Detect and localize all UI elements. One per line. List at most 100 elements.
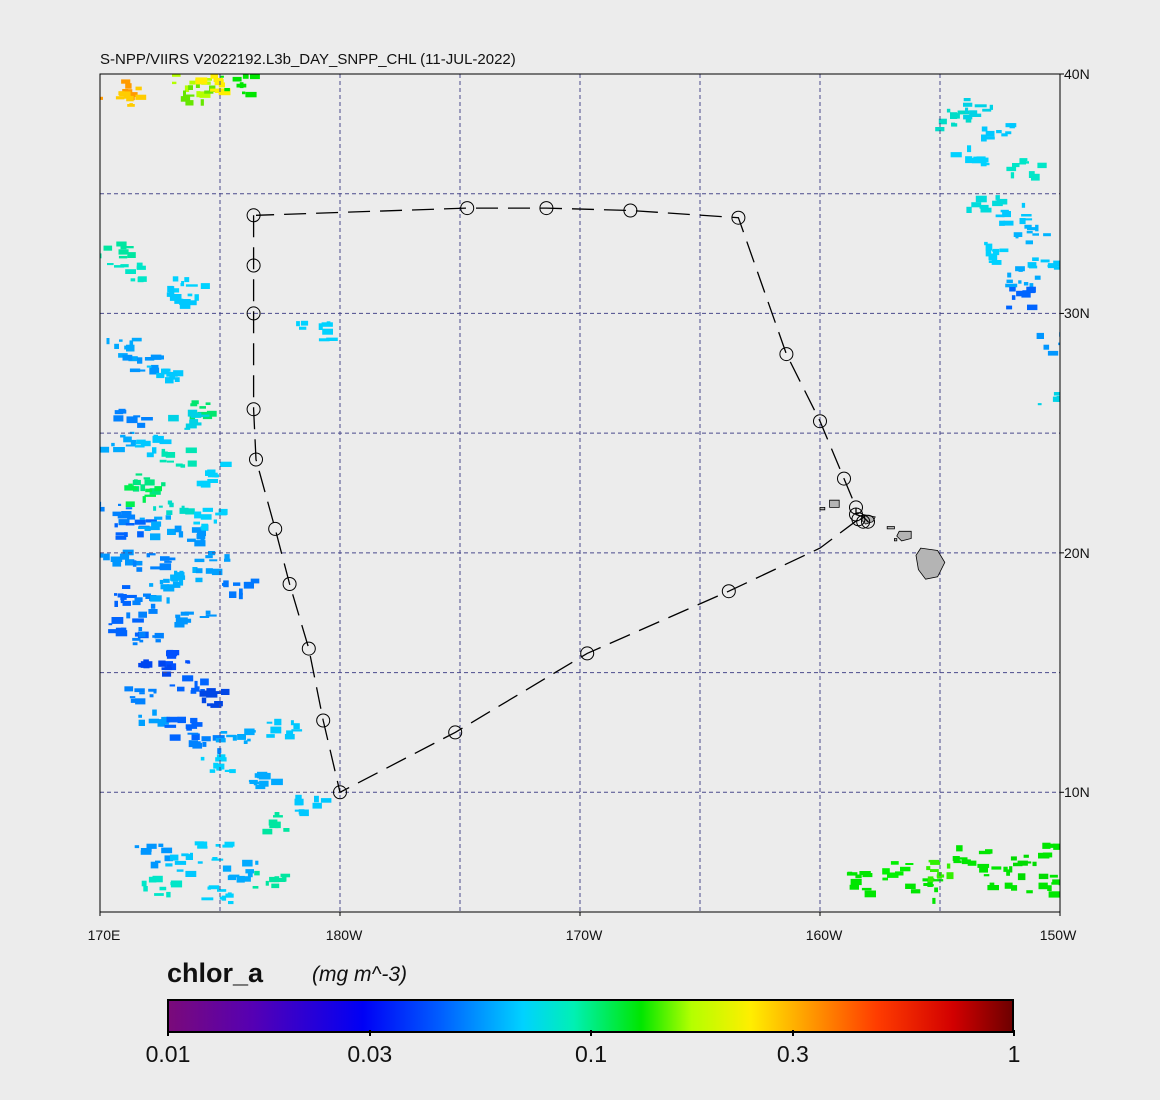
station-marker: [246, 258, 261, 273]
colorbar-units: (mg m^-3): [312, 963, 408, 986]
colorbar-tick-mark: [791, 1030, 794, 1036]
station-markers: [246, 201, 875, 800]
island: [896, 530, 912, 542]
chlorophyll-patch: [995, 202, 1033, 226]
chlorophyll-patch: [984, 241, 1009, 265]
chlorophyll-patch: [134, 843, 173, 869]
chlorophyll-patch: [124, 483, 162, 507]
lat-label: 10N: [1064, 784, 1090, 801]
map-title: S-NPP/VIIRS V2022192.L3b_DAY_SNPP_CHL (1…: [100, 51, 516, 68]
lon-label: 160W: [805, 927, 843, 943]
station-marker: [246, 402, 261, 417]
lat-label: 30N: [1064, 305, 1090, 322]
chlorophyll-patch: [194, 841, 235, 861]
chlorophyll-patch: [220, 74, 260, 98]
chlorophyll-patch: [194, 551, 231, 576]
colorbar-tick-mark: [167, 1030, 169, 1036]
chlorophyll-patch: [979, 866, 1018, 891]
chlorophyll-patch: [1006, 158, 1047, 181]
station-marker: [623, 203, 638, 218]
station-marker: [721, 584, 736, 599]
chlorophyll-patch: [138, 659, 173, 677]
chlorophyll-patch: [981, 123, 1017, 142]
chlorophyll-patch: [165, 852, 203, 877]
chlorophyll-patch: [215, 728, 256, 744]
chlorophyll-patch: [966, 195, 1008, 213]
chlorophyll-patch: [262, 812, 290, 835]
lon-label: 180W: [325, 927, 363, 943]
station-marker: [849, 500, 863, 515]
colorbar-tick-mark: [1013, 1030, 1015, 1036]
lon-label: 150W: [1039, 927, 1077, 943]
station-marker: [580, 646, 595, 661]
chlorophyll-patch: [153, 500, 195, 515]
chlorophyll-patch: [252, 870, 291, 889]
station-marker: [779, 347, 794, 362]
chlorophyll-patch: [187, 732, 225, 754]
chlorophyll-patch: [294, 794, 332, 817]
chlorophyll-patch: [124, 686, 157, 705]
chlorophyll-patch: [168, 409, 210, 430]
chlorophyll-patch: [222, 578, 260, 600]
chlorophyll-patch: [1013, 224, 1051, 245]
chlorophyll-patch: [170, 567, 203, 586]
chlorophyll-patch: [115, 86, 147, 107]
map-background: [100, 74, 1060, 912]
chlorophyll-patch: [195, 74, 231, 96]
chlorophyll-patch: [1005, 266, 1041, 288]
colorbar-tick-mark: [368, 1030, 371, 1036]
chlorophyll-patch: [107, 262, 147, 283]
colorbar-tick-label: 0.1: [575, 1041, 607, 1067]
station-marker: [837, 471, 851, 486]
chlorophyll-patch: [100, 431, 137, 453]
chlorophyll-patch: [159, 447, 197, 468]
chlorophyll-patch: [199, 688, 230, 708]
colorbar-tick-label: 0.03: [347, 1041, 393, 1067]
chlorophyll-patch: [222, 859, 259, 883]
chlorophyll-patch: [113, 408, 153, 428]
station-marker: [861, 514, 875, 529]
lon-label: 170E: [87, 927, 121, 943]
chlorophyll-patch: [196, 461, 232, 488]
chlorophyll-patch: [1006, 286, 1038, 311]
chlorophyll-patch: [174, 610, 217, 628]
station-marker: [282, 577, 297, 591]
station-marker: [731, 210, 746, 225]
cruise-track-line: [252, 207, 871, 794]
colorbar: [167, 999, 1014, 1033]
colorbar-tick-label: 0.01: [145, 1041, 191, 1067]
chlorophyll-patch: [935, 108, 972, 132]
chlorophyll-patch: [1026, 874, 1060, 898]
chlorophyll-patch: [963, 98, 993, 120]
chlorophyll-layer: [100, 74, 1060, 905]
chlorophyll-patch: [1027, 257, 1060, 270]
island: [894, 538, 898, 542]
chlorophyll-patch: [114, 585, 137, 607]
island: [886, 526, 895, 530]
station-marker: [301, 641, 316, 656]
chlorophyll-patch: [1037, 392, 1060, 406]
chlorophyll-patch: [134, 434, 172, 458]
colorbar-tick-label: 0.3: [776, 1041, 809, 1067]
island: [915, 547, 946, 580]
graticule: [100, 74, 1060, 912]
station-marker: [316, 713, 331, 728]
station-marker: [333, 785, 347, 800]
chlorophyll-patch: [132, 553, 176, 572]
chlorophyll-patch: [164, 716, 203, 741]
colorbar-tick-mark: [590, 1030, 592, 1036]
lat-label: 40N: [1064, 66, 1090, 82]
lat-label: 20N: [1064, 544, 1090, 561]
chlorophyll-patch: [193, 507, 228, 531]
chlorophyll-patch: [166, 285, 197, 309]
station-marker: [539, 201, 554, 216]
station-marker: [246, 208, 261, 223]
chlorophyll-patch: [952, 845, 993, 868]
chlorophyll-patch: [149, 578, 181, 604]
chlorophyll-patch: [266, 718, 303, 740]
axis-ticks: [99, 73, 1064, 916]
chlorophyll-patch: [296, 320, 338, 342]
chlorophyll-patch: [122, 354, 164, 375]
colorbar-tick-label: 1: [1007, 1041, 1021, 1067]
